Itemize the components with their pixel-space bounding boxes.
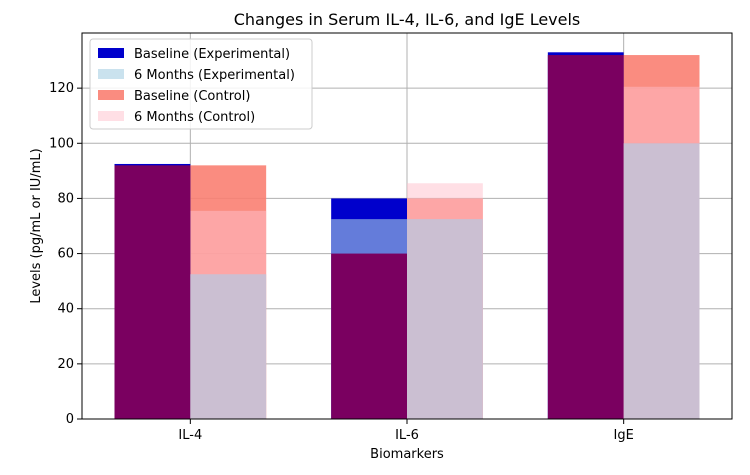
legend: Baseline (Experimental) 6 Months (Experim…	[89, 38, 313, 130]
legend-label: 6 Months (Experimental)	[134, 68, 295, 83]
x-tick-label: IL-4	[178, 428, 202, 443]
legend-swatch	[98, 69, 124, 79]
x-tick-label: IL-6	[395, 428, 419, 443]
y-tick-label: 20	[57, 357, 74, 372]
legend-label: Baseline (Control)	[134, 89, 250, 104]
legend-swatch	[98, 90, 124, 100]
legend-label: 6 Months (Control)	[134, 110, 255, 125]
y-tick-label: 0	[66, 412, 74, 427]
bar-baseline-overlap-il-4	[114, 165, 191, 419]
bar-baseline-overlap-il-6	[331, 253, 407, 419]
y-axis-ticks: 0 20 40 60 80 100 120	[49, 81, 82, 427]
y-tick-label: 40	[57, 302, 74, 317]
bar-six-months-overlap-ige	[623, 143, 700, 420]
y-tick-label: 80	[57, 191, 74, 206]
legend-swatch	[98, 111, 124, 121]
bar-baseline-overlap-ige	[547, 55, 624, 420]
y-tick-label: 120	[49, 81, 74, 96]
x-tick-label: IgE	[614, 428, 634, 443]
bars-group	[114, 52, 700, 420]
x-axis-label: Biomarkers	[370, 447, 444, 462]
bar-six-months-overlap-il-6	[407, 219, 483, 419]
chart-title: Changes in Serum IL-4, IL-6, and IgE Lev…	[234, 10, 581, 29]
y-tick-label: 100	[49, 136, 74, 151]
legend-swatch	[98, 48, 124, 58]
y-tick-label: 60	[57, 247, 74, 262]
legend-label: Baseline (Experimental)	[134, 47, 290, 62]
y-axis-label: Levels (pg/mL or IU/mL)	[29, 148, 44, 303]
bar-six-months-overlap-il-4	[190, 274, 267, 419]
x-axis-ticks: IL-4 IL-6 IgE	[178, 419, 634, 443]
legend-box	[89, 38, 313, 130]
